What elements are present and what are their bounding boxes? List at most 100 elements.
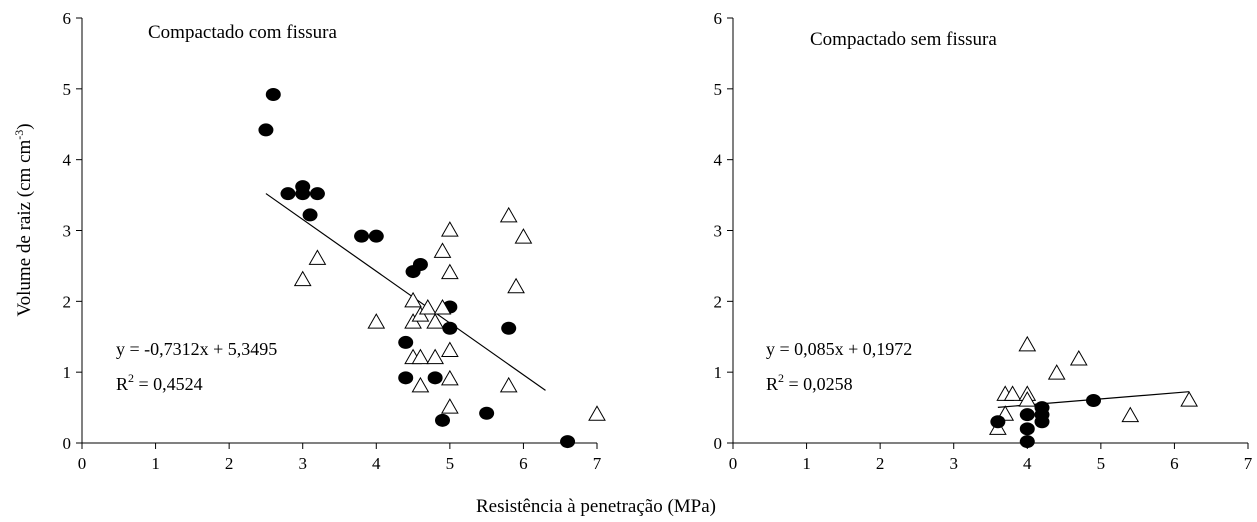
data-point-circle: [442, 321, 458, 335]
x-tick-label: 1: [802, 454, 811, 473]
data-point-triangle: [426, 313, 445, 329]
data-point-triangle: [293, 270, 312, 287]
x-tick-label: 2: [876, 454, 885, 473]
y-axis-label-main: Volume de raiz (cm cm: [14, 139, 35, 316]
data-point-circle: [280, 187, 296, 201]
y-tick-label: 0: [714, 434, 723, 453]
y-tick-label: 0: [63, 434, 72, 453]
data-point-circle: [398, 335, 414, 349]
data-point-circle: [405, 265, 421, 279]
y-tick-label: 1: [714, 363, 723, 382]
data-point-circle: [1019, 435, 1035, 449]
y-tick-label: 6: [63, 9, 72, 28]
data-point-circle: [1019, 408, 1035, 422]
y-tick-label: 4: [63, 151, 72, 170]
data-point-triangle: [367, 313, 386, 329]
data-point-circle: [309, 187, 325, 201]
r-squared-label: R2 = 0,0258: [766, 371, 853, 394]
data-point-triangle: [507, 277, 525, 294]
data-point-triangle: [404, 291, 422, 308]
data-point-circle: [398, 371, 414, 385]
y-axis-label-end: ): [14, 123, 35, 129]
data-point-circle: [1086, 394, 1101, 407]
x-tick-label: 7: [1244, 454, 1253, 473]
y-tick-label: 3: [63, 222, 72, 241]
data-point-triangle: [1003, 385, 1022, 401]
data-point-circle: [435, 413, 450, 427]
data-point-circle: [368, 229, 384, 243]
data-point-triangle: [1047, 364, 1066, 380]
data-point-triangle: [433, 298, 452, 315]
x-tick-label: 4: [372, 454, 381, 473]
y-axis-label-superscript: -3: [12, 130, 26, 140]
y-tick-label: 4: [714, 151, 723, 170]
data-point-circle: [560, 435, 576, 449]
r-squared-superscript: 2: [128, 371, 134, 385]
y-tick-label: 2: [714, 292, 723, 311]
x-tick-label: 0: [78, 454, 87, 473]
data-point-circle: [354, 229, 370, 243]
data-point-circle: [479, 406, 495, 420]
x-tick-label: 7: [593, 454, 602, 473]
data-point-triangle: [1018, 391, 1037, 407]
data-point-triangle: [1180, 391, 1199, 407]
data-point-triangle: [426, 348, 445, 365]
y-tick-label: 1: [63, 363, 72, 382]
r-squared-prefix: R: [116, 374, 128, 394]
data-point-triangle: [499, 206, 518, 223]
x-axis-label: Resistência à penetração (MPa): [476, 496, 716, 517]
r-squared-label: R2 = 0,4524: [116, 371, 203, 394]
x-tick-label: 3: [949, 454, 958, 473]
x-tick-label: 5: [446, 454, 455, 473]
r-squared-prefix: R: [766, 374, 778, 394]
data-point-circle: [427, 371, 443, 385]
x-tick-label: 5: [1097, 454, 1106, 473]
data-point-triangle: [588, 405, 606, 421]
x-tick-label: 3: [298, 454, 307, 473]
data-point-triangle: [440, 398, 459, 414]
y-tick-label: 5: [714, 80, 723, 99]
panel-title: Compactado com fissura: [148, 22, 337, 43]
data-point-triangle: [1018, 335, 1037, 352]
data-point-circle: [990, 415, 1006, 429]
data-point-triangle: [440, 221, 459, 237]
y-tick-label: 6: [714, 9, 723, 28]
y-tick-label: 2: [63, 292, 72, 311]
data-point-triangle: [418, 298, 437, 315]
r-squared-value: = 0,0258: [784, 374, 853, 394]
x-tick-label: 6: [519, 454, 528, 473]
data-point-triangle: [411, 348, 430, 365]
data-point-triangle: [440, 369, 459, 386]
panel-title: Compactado sem fissura: [810, 29, 997, 50]
x-tick-label: 4: [1023, 454, 1032, 473]
data-point-circle: [501, 321, 517, 335]
data-point-triangle: [440, 263, 459, 280]
regression-equation: y = 0,085x + 0,1972: [766, 339, 912, 359]
data-point-triangle: [1121, 406, 1140, 423]
data-point-circle: [295, 187, 311, 201]
panel-sem-fissura: 0 1 2 3 4 5 6 7 0 1 2 3 4 5 6 Compactado sem fissura y =…: [714, 9, 1253, 473]
y-tick-label: 5: [63, 80, 72, 99]
data-point-triangle: [433, 242, 452, 258]
data-point-triangle: [514, 228, 533, 244]
r-squared-value: = 0,4524: [134, 374, 203, 394]
panel-com-fissura: 0 1 2 3 4 5 6 7 0 1 2 3 4 5 6 Compactado com fissura y =…: [63, 9, 606, 473]
data-point-triangle: [499, 376, 518, 393]
data-point-triangle: [440, 341, 459, 357]
y-axis-label: Volume de raiz (cm cm-3): [12, 123, 35, 316]
x-tick-label: 6: [1170, 454, 1179, 473]
data-point-triangle: [411, 376, 430, 393]
data-point-triangle: [308, 249, 327, 265]
regression-equation: y = -0,7312x + 5,3495: [116, 339, 277, 359]
x-tick-label: 1: [151, 454, 160, 473]
data-point-circle: [265, 88, 281, 101]
regression-line: [265, 193, 546, 391]
y-tick-label: 3: [714, 222, 723, 241]
data-point-circle: [302, 208, 318, 222]
data-point-circle: [1034, 415, 1050, 429]
data-point-circle: [258, 123, 274, 137]
data-point-triangle: [1069, 349, 1088, 366]
r-squared-superscript: 2: [778, 371, 784, 385]
data-point-circle: [1019, 422, 1035, 436]
